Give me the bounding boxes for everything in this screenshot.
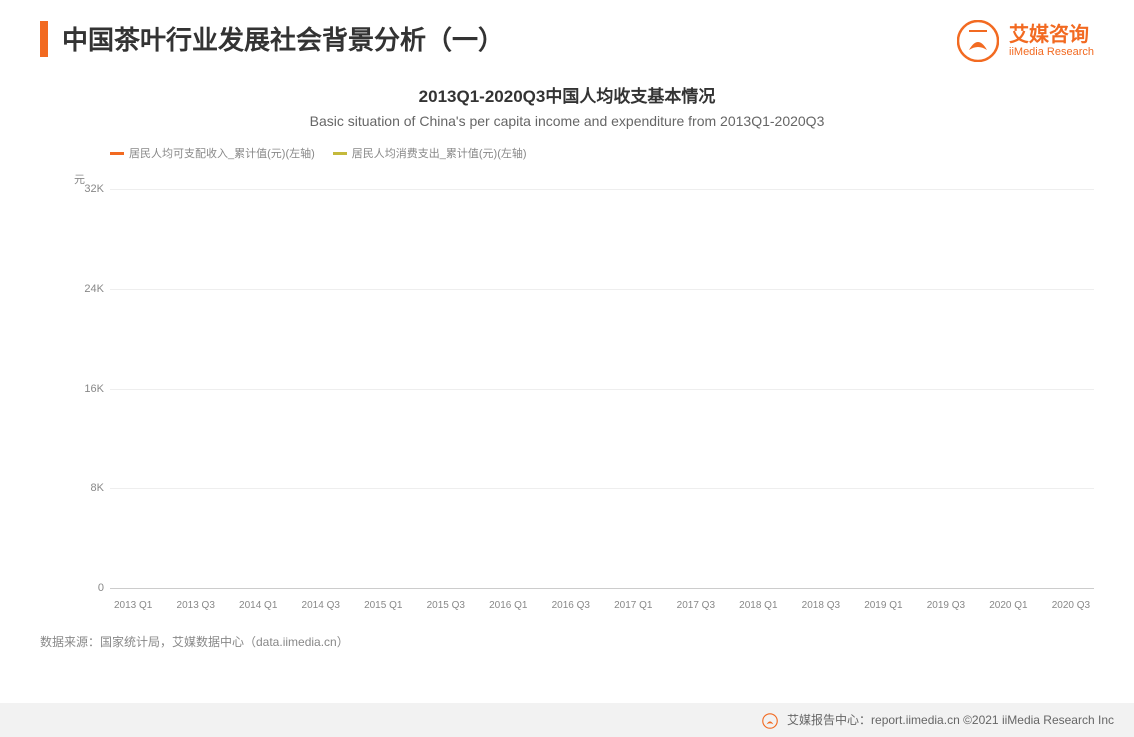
x-axis-label: 2018 Q1 <box>739 600 777 611</box>
x-axis-label: 2017 Q3 <box>677 600 715 611</box>
y-axis-label: 32K <box>66 183 104 195</box>
x-axis-label: 2013 Q1 <box>114 600 152 611</box>
footer-logo-icon <box>762 713 778 729</box>
logo-text-cn: 艾媒咨询 <box>1009 24 1094 46</box>
x-axis-label <box>778 600 802 611</box>
subtitle-cn: 2013Q1-2020Q3中国人均收支基本情况 <box>0 82 1134 107</box>
x-axis-label <box>402 600 426 611</box>
y-axis-label: 16K <box>66 383 104 395</box>
x-axis-label <box>1028 600 1052 611</box>
x-axis-label <box>590 600 614 611</box>
title-wrap: 中国茶叶行业发展社会背景分析（一） <box>40 20 504 57</box>
logo-text: 艾媒咨询 iiMedia Research <box>1009 24 1094 58</box>
legend-label: 居民人均消费支出_累计值(元)(左轴) <box>352 145 527 161</box>
title-accent-bar <box>40 21 48 57</box>
x-axis-label: 2020 Q1 <box>989 600 1027 611</box>
legend-item: 居民人均消费支出_累计值(元)(左轴) <box>333 145 527 161</box>
x-axis: 2013 Q1 2013 Q3 2014 Q1 2014 Q3 2015 Q1 2015 … <box>110 600 1094 611</box>
x-axis-label <box>465 600 489 611</box>
chart-legend: 居民人均可支配收入_累计值(元)(左轴) 居民人均消费支出_累计值(元)(左轴) <box>110 145 527 161</box>
logo-text-en: iiMedia Research <box>1009 46 1094 58</box>
x-axis-label <box>152 600 176 611</box>
legend-item: 居民人均可支配收入_累计值(元)(左轴) <box>110 145 315 161</box>
x-axis-label: 2014 Q1 <box>239 600 277 611</box>
x-axis-label: 2015 Q1 <box>364 600 402 611</box>
logo-icon <box>957 20 999 62</box>
x-axis-label: 2014 Q3 <box>302 600 340 611</box>
x-axis-label: 2017 Q1 <box>614 600 652 611</box>
footer: 艾媒报告中心：report.iimedia.cn ©2021 iiMedia R… <box>0 703 1134 737</box>
x-axis-label: 2020 Q3 <box>1052 600 1090 611</box>
x-axis-label: 2016 Q1 <box>489 600 527 611</box>
data-source: 数据来源：国家统计局，艾媒数据中心（data.iimedia.cn） <box>40 633 1134 650</box>
x-axis-label: 2019 Q3 <box>927 600 965 611</box>
x-axis-label <box>277 600 301 611</box>
x-axis-label <box>653 600 677 611</box>
footer-text: 艾媒报告中心：report.iimedia.cn ©2021 iiMedia R… <box>787 713 1114 727</box>
y-axis-label: 24K <box>66 283 104 295</box>
x-axis-label: 2018 Q3 <box>802 600 840 611</box>
legend-swatch <box>333 152 347 155</box>
page-title: 中国茶叶行业发展社会背景分析（一） <box>62 20 504 57</box>
gridline <box>110 189 1094 190</box>
subtitle-en: Basic situation of China's per capita in… <box>0 113 1134 129</box>
x-axis-label <box>527 600 551 611</box>
chart: 居民人均可支配收入_累计值(元)(左轴)居民人均消费支出_累计值(元)(左轴) … <box>110 169 1094 619</box>
x-axis-label: 2015 Q3 <box>427 600 465 611</box>
legend-label: 居民人均可支配收入_累计值(元)(左轴) <box>129 145 315 161</box>
x-axis-label <box>840 600 864 611</box>
gridline <box>110 289 1094 290</box>
x-axis-label <box>965 600 989 611</box>
y-axis-label: 8K <box>66 482 104 494</box>
gridline <box>110 488 1094 489</box>
x-axis-label: 2019 Q1 <box>864 600 902 611</box>
header: 中国茶叶行业发展社会背景分析（一） 艾媒咨询 iiMedia Research <box>0 0 1134 62</box>
x-axis-label <box>903 600 927 611</box>
gridline <box>110 389 1094 390</box>
x-axis-label <box>215 600 239 611</box>
legend-swatch <box>110 152 124 155</box>
x-axis-label <box>715 600 739 611</box>
x-axis-label: 2013 Q3 <box>177 600 215 611</box>
y-axis-label: 0 <box>66 582 104 594</box>
logo: 艾媒咨询 iiMedia Research <box>957 20 1094 62</box>
chart-plot: 08K16K24K32K <box>110 189 1094 589</box>
x-axis-label: 2016 Q3 <box>552 600 590 611</box>
x-axis-label <box>340 600 364 611</box>
subtitle-block: 2013Q1-2020Q3中国人均收支基本情况 Basic situation … <box>0 82 1134 129</box>
